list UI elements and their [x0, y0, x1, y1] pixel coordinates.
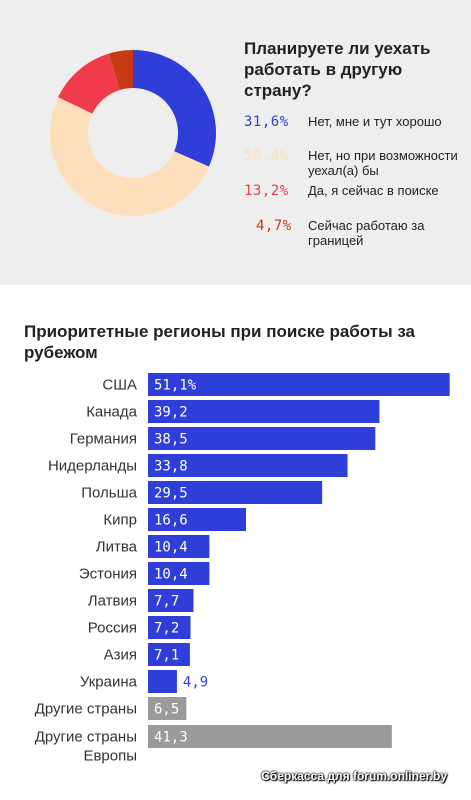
bar-value-label: 7,1: [154, 648, 179, 664]
donut-slice-2: [58, 53, 120, 114]
bar-11: [148, 670, 177, 693]
category-label: Другие страны: [35, 701, 137, 718]
bar-value-label: 41,3: [154, 730, 188, 746]
bar-value-label: 7,7: [154, 594, 179, 610]
bar-value-label: 39,2: [154, 405, 188, 421]
category-label: Канада: [86, 404, 137, 421]
bar-13: [148, 725, 392, 748]
category-label: Украина: [80, 674, 138, 691]
category-label: Нидерланды: [48, 458, 137, 475]
bar-3: [148, 454, 348, 477]
donut-slice-3: [108, 50, 133, 90]
donut-slice-1: [49, 97, 209, 217]
bar-12: [148, 697, 187, 720]
bar-value-label: 16,6: [154, 513, 188, 529]
bar-chart-title: Приоритетные регионы при поиске работы з…: [24, 322, 415, 362]
legend-label: Нет, но при возмож­ности уехал(а) бы: [308, 148, 458, 178]
bar-6: [148, 535, 210, 558]
bar-value-label: 4,9: [183, 675, 208, 691]
bar-9: [148, 616, 191, 639]
bar-4: [148, 481, 323, 504]
bar-value-label: 33,8: [154, 459, 188, 475]
legend-value: 4,7%: [256, 218, 292, 234]
legend-label: Сейчас работаю за границей: [308, 218, 425, 248]
bar-8: [148, 589, 194, 612]
bar-value-label: 10,4: [154, 540, 188, 556]
bar-value-label: 7,2: [154, 621, 179, 637]
survey-panel: Планируете ли уехать работать в другую с…: [0, 0, 471, 285]
bar-1: [148, 400, 380, 423]
bar-value-label: 51,1%: [154, 378, 197, 394]
bar-0: [148, 373, 450, 396]
donut-title: Планируете ли уехать работать в другую с…: [244, 39, 431, 100]
legend-label: Да, я сейчас в поиске: [308, 183, 439, 198]
category-label: Польша: [81, 485, 137, 502]
donut-chart: [49, 50, 217, 217]
category-label: Другие страны Европы: [35, 729, 137, 765]
category-label: Кипр: [103, 512, 137, 529]
category-label: Германия: [70, 431, 137, 448]
bar-10: [148, 643, 190, 666]
bar-value-label: 29,5: [154, 486, 188, 502]
category-label: США: [102, 377, 137, 394]
category-label: Эстония: [79, 566, 137, 583]
bar-7: [148, 562, 210, 585]
category-label: Азия: [104, 647, 137, 664]
category-label: Латвия: [88, 593, 137, 610]
donut-slice-0: [133, 50, 217, 167]
legend-value: 13,2%: [244, 183, 289, 199]
category-label: Литва: [96, 539, 138, 556]
bar-5: [148, 508, 247, 531]
legend-value: 50,4%: [244, 148, 289, 164]
legend-label: Нет, мне и тут хорошо: [308, 114, 442, 129]
bar-value-label: 10,4: [154, 567, 188, 583]
bar-value-label: 38,5: [154, 432, 188, 448]
bar-value-label: 6,5: [154, 702, 179, 718]
legend-value: 31,6%: [244, 114, 289, 130]
category-label: Россия: [88, 620, 137, 637]
watermark: Сберкасса для forum.onliner.by: [261, 769, 447, 783]
bar-2: [148, 427, 376, 450]
